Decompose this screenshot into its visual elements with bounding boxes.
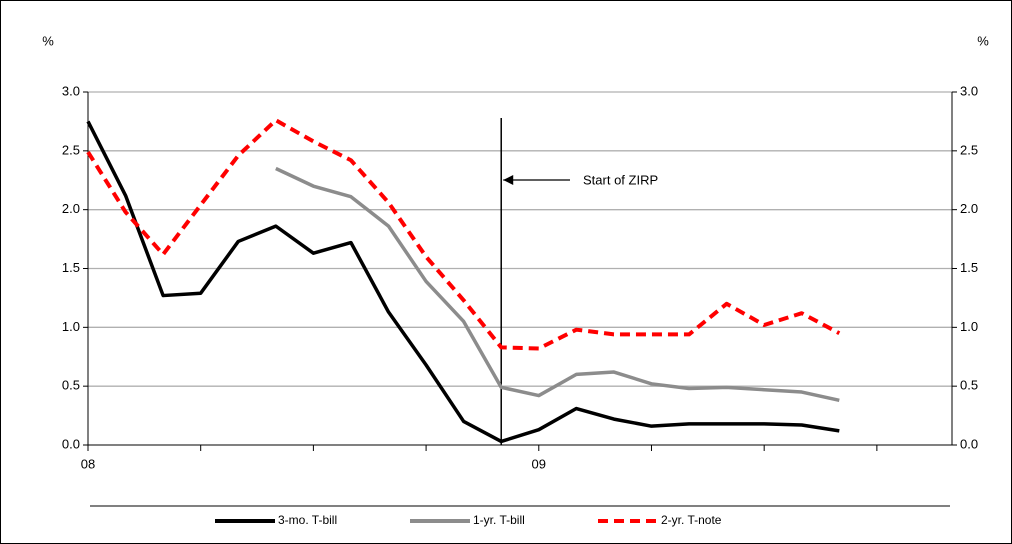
legend-label: 3-mo. T-bill [278, 513, 337, 527]
y-tick-label: 0.0 [62, 436, 80, 451]
y-tick-label: 2.5 [62, 142, 80, 157]
y2-tick-label: 3.0 [960, 83, 978, 98]
y-axis-label: % [42, 33, 54, 48]
legend-label: 2-yr. T-note [661, 513, 722, 527]
y-tick-label: 0.5 [62, 378, 80, 393]
y2-tick-label: 0.5 [960, 378, 978, 393]
y2-tick-label: 2.5 [960, 142, 978, 157]
y2-tick-label: 2.0 [960, 201, 978, 216]
annotation: Start of ZIRP [583, 172, 658, 187]
x-tick-label: 08 [81, 456, 95, 471]
y2-tick-label: 1.0 [960, 319, 978, 334]
x-tick-label: 09 [532, 456, 546, 471]
y-tick-label: 2.0 [62, 201, 80, 216]
y-tick-label: 1.0 [62, 319, 80, 334]
y2-tick-label: 1.5 [960, 260, 978, 275]
y-tick-label: 3.0 [62, 83, 80, 98]
y2-axis-label: % [977, 33, 989, 48]
legend-label: 1-yr. T-bill [473, 513, 525, 527]
annotation-arrowhead [503, 175, 514, 185]
y2-tick-label: 0.0 [960, 436, 978, 451]
series-line [86, 120, 840, 444]
y-tick-label: 1.5 [62, 260, 80, 275]
series-line [275, 166, 840, 402]
series-line [86, 118, 841, 351]
